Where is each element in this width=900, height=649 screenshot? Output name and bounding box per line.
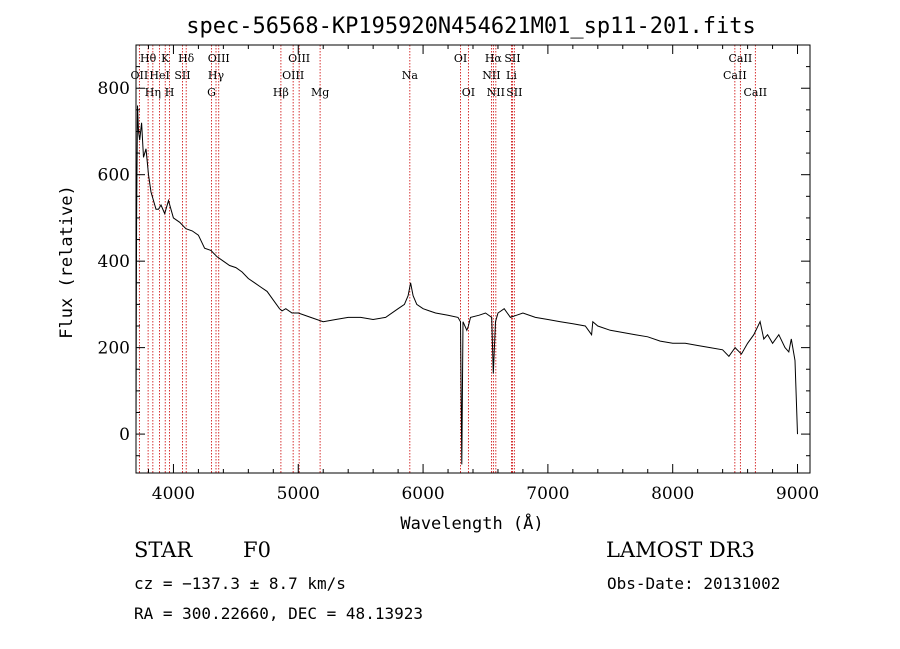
spectral-line-label: CaII: [729, 52, 753, 65]
spectral-line-label: OI: [462, 86, 475, 99]
spectral-line-label: Hθ: [140, 52, 157, 65]
spectral-line-label: K: [161, 52, 170, 65]
spectral-line-label: Na: [402, 69, 419, 82]
velocity-text: cz = −137.3 ± 8.7 km/s: [134, 574, 346, 593]
spectral-line-label: SII: [506, 86, 522, 99]
obs-date-text: Obs-Date: 20131002: [607, 574, 781, 593]
spectral-line-label: OIII: [282, 69, 304, 82]
spectral-line-label: H: [165, 86, 175, 99]
spectral-line-label: SII: [174, 69, 190, 82]
subclass-label: F0: [243, 538, 271, 562]
spectral-line-label: CaII: [723, 69, 747, 82]
chart-title: spec-56568-KP195920N454621M01_sp11-201.f…: [186, 14, 756, 39]
spectral-line-label: OIII: [208, 52, 230, 65]
spectral-line-label: Li: [506, 69, 517, 82]
x-tick-label: 4000: [152, 484, 195, 504]
x-tick-label: 9000: [776, 484, 819, 504]
coordinates-text: RA = 300.22660, DEC = 48.13923: [134, 604, 423, 623]
spectral-line-label: G: [207, 86, 216, 99]
spectral-line-label: NII: [487, 86, 505, 99]
spectrum-line: [135, 105, 798, 465]
spectral-line-label: Mg: [311, 86, 329, 99]
spectral-line-label: Hα: [485, 52, 503, 65]
plot-frame: [135, 44, 811, 474]
spectral-line-label: NII: [482, 69, 500, 82]
x-tick-label: 7000: [526, 484, 569, 504]
y-tick-label: 600: [98, 166, 130, 186]
spectral-line-label: OI: [454, 52, 467, 65]
y-tick-label: 800: [98, 79, 130, 99]
x-axis-label: Wavelength (Å): [400, 512, 543, 534]
spectral-line-label: Hβ: [273, 86, 289, 99]
spectral-line-label: SII: [504, 52, 520, 65]
class-label: STAR: [134, 538, 193, 562]
x-tick-label: 5000: [277, 484, 320, 504]
spectral-line-label: HeI: [149, 69, 169, 82]
spectral-line-label: Hη: [145, 86, 161, 99]
x-tick-label: 8000: [651, 484, 694, 504]
y-axis-label: Flux (relative): [57, 185, 77, 339]
survey-label: LAMOST DR3: [606, 538, 755, 562]
x-tick-label: 6000: [401, 484, 444, 504]
spectral-line-label: Hδ: [178, 52, 195, 65]
spectral-line-label: OII: [131, 69, 149, 82]
spectral-line-label: OIII: [288, 52, 310, 65]
y-tick-label: 400: [98, 252, 130, 272]
y-tick-label: 200: [98, 339, 130, 359]
spectral-line-label: Hγ: [208, 69, 225, 82]
spectral-line-label: CaII: [743, 86, 767, 99]
y-tick-label: 0: [119, 425, 130, 445]
